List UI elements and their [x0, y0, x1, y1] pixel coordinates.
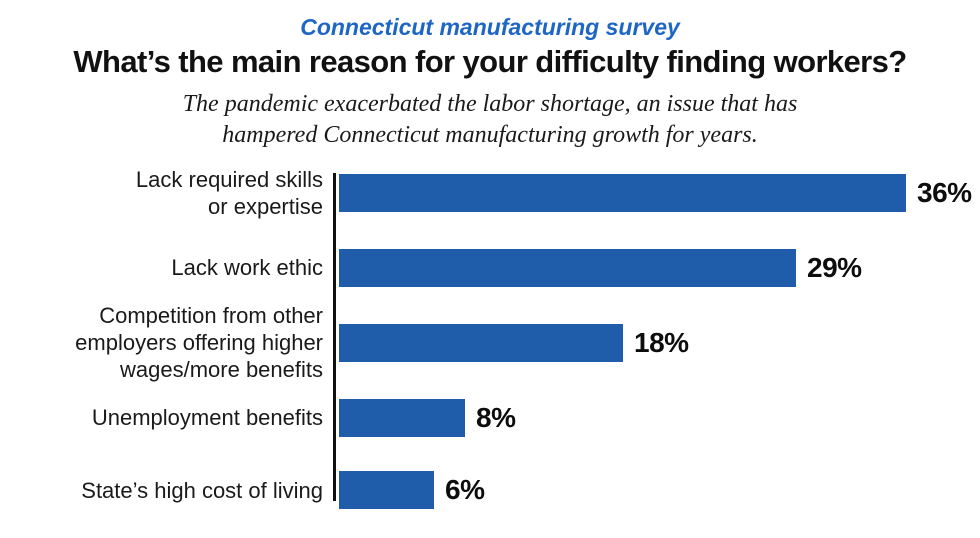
bar-row: Competition from other employers offerin…: [0, 303, 980, 382]
value-label: 8%: [476, 401, 516, 433]
bar: [339, 173, 906, 212]
chart-subtitle: The pandemic exacerbated the labor short…: [182, 91, 798, 148]
bar-chart: Lack required skills or expertise 36% La…: [0, 155, 980, 525]
bar: [339, 323, 623, 362]
category-label: Lack required skills or expertise: [135, 166, 323, 219]
value-label: 36%: [917, 176, 972, 208]
category-label: Competition from other employers offerin…: [75, 303, 323, 382]
bar-track: 8%: [339, 398, 980, 437]
y-axis-line: [333, 173, 336, 501]
chart-title: What’s the main reason for your difficul…: [73, 44, 907, 79]
category-label: State’s high cost of living: [81, 477, 323, 503]
category-label: Unemployment benefits: [91, 405, 323, 430]
bar-track: 6%: [339, 471, 980, 509]
bar-track: 36%: [339, 173, 980, 212]
bar-row: Lack required skills or expertise 36%: [0, 155, 980, 230]
bar: [339, 471, 434, 509]
value-label: 29%: [807, 251, 862, 283]
bar-track: 29%: [339, 248, 980, 287]
bar: [339, 248, 796, 287]
category-label: Lack work ethic: [171, 255, 323, 280]
value-label: 18%: [634, 326, 689, 358]
bar-track: 18%: [339, 323, 980, 362]
bar-row: Unemployment benefits 8%: [0, 380, 980, 455]
bar: [339, 398, 465, 437]
value-label: 6%: [445, 474, 485, 505]
bar-row: State’s high cost of living 6%: [0, 455, 980, 525]
kicker-text: Connecticut manufacturing survey: [300, 14, 680, 40]
bar-row: Lack work ethic 29%: [0, 230, 980, 305]
